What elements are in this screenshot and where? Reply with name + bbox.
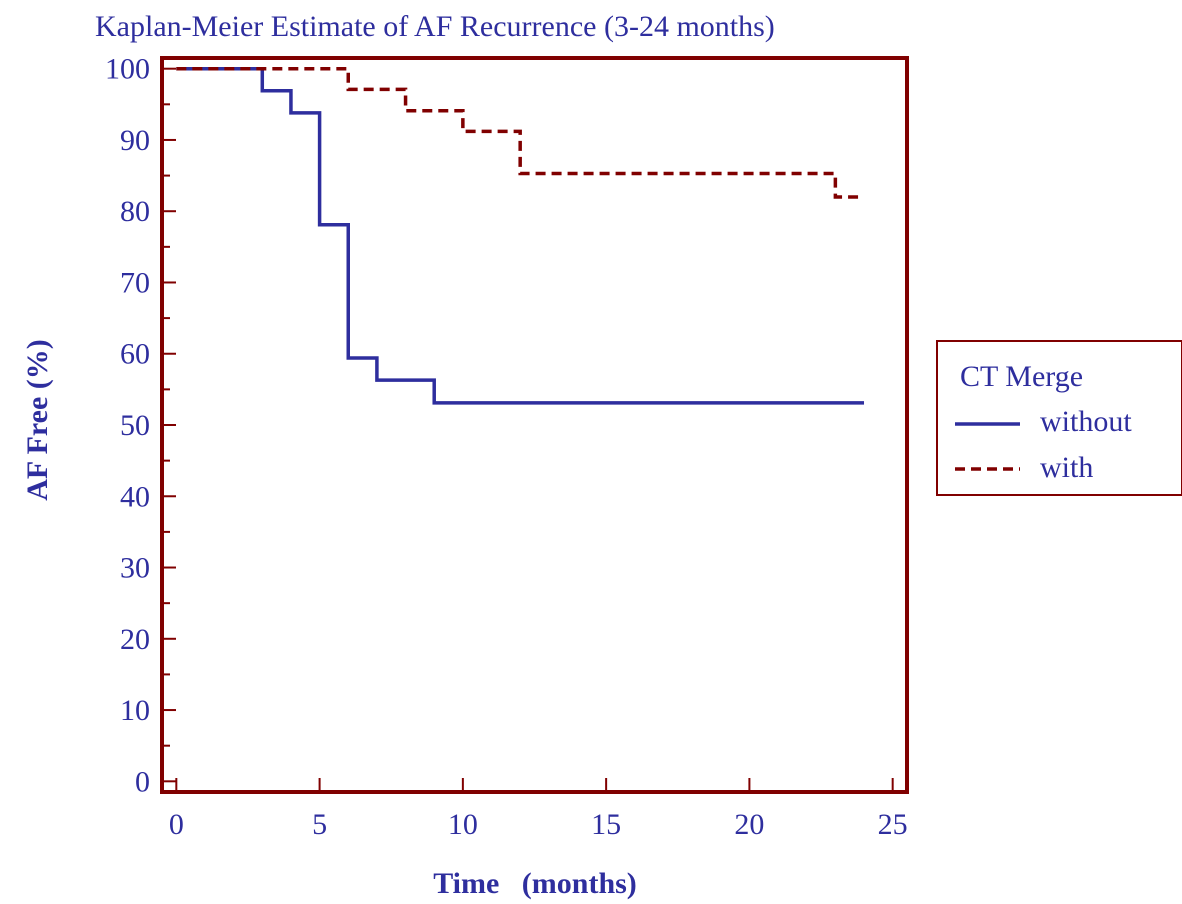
x-tick-label: 0 bbox=[169, 808, 184, 841]
y-tick-label: 80 bbox=[120, 195, 150, 228]
x-axis-label: Time (months) bbox=[433, 867, 637, 900]
x-tick-label: 20 bbox=[734, 808, 764, 841]
y-tick-label: 30 bbox=[120, 552, 150, 585]
y-tick-label: 60 bbox=[120, 338, 150, 371]
y-tick-label: 50 bbox=[120, 409, 150, 442]
legend-label-with: with bbox=[1040, 451, 1093, 484]
legend-box bbox=[936, 340, 1182, 496]
y-tick-label: 20 bbox=[120, 623, 150, 656]
series-line-with bbox=[176, 66, 865, 199]
y-axis-label: AF Free (%) bbox=[21, 339, 54, 501]
plot-area: 0 10 20 30 40 50 60 70 80 90 100 0 5 10 15 20 25 bbox=[105, 53, 909, 841]
y-tick-label: 100 bbox=[105, 53, 150, 86]
x-tick-label: 5 bbox=[312, 808, 327, 841]
plot-frame bbox=[160, 56, 909, 794]
y-tick-label: 0 bbox=[135, 765, 150, 798]
x-tick-label: 25 bbox=[878, 808, 908, 841]
y-tick-label: 40 bbox=[120, 480, 150, 513]
y-tick-label: 70 bbox=[120, 266, 150, 299]
y-tick-label: 10 bbox=[120, 694, 150, 727]
x-tick-label: 15 bbox=[591, 808, 621, 841]
legend-label-without: without bbox=[1040, 405, 1132, 438]
legend: CT Merge without with bbox=[936, 340, 1182, 496]
chart-title: Kaplan-Meier Estimate of AF Recurrence (… bbox=[95, 10, 775, 43]
y-tick-label: 90 bbox=[120, 124, 150, 157]
x-tick-label: 10 bbox=[448, 808, 478, 841]
legend-title: CT Merge bbox=[960, 360, 1083, 393]
series-line-without bbox=[176, 66, 865, 405]
